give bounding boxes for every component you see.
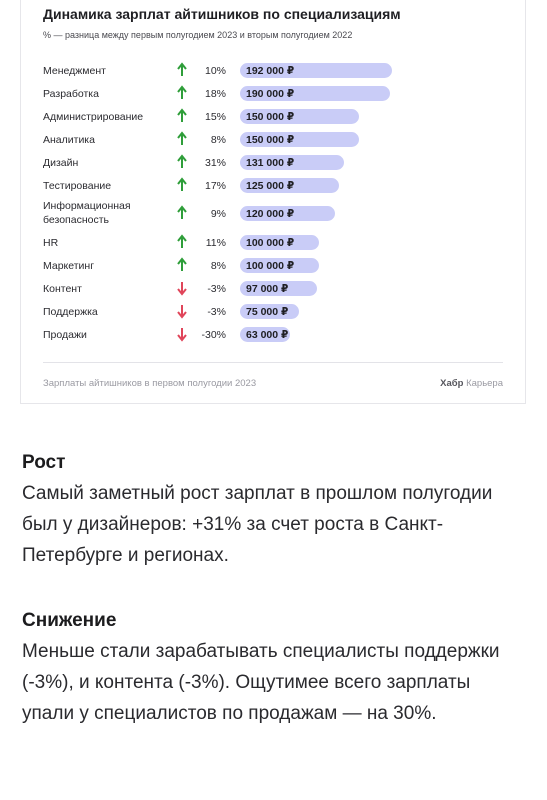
footer-divider [43,362,503,363]
chart-row: Аналитика 8% 150 000 ₽ [43,131,359,147]
chart-row: Менеджмент 10% 192 000 ₽ [43,62,392,78]
arrow-down-icon [177,305,187,319]
bar [240,235,319,250]
chart-row: Дизайн 31% 131 000 ₽ [43,154,344,170]
category-label: Администрирование [43,111,143,123]
value-label: 120 000 ₽ [246,208,294,220]
chart-card: Динамика зарплат айтишников по специализ… [20,0,526,404]
value-label: 150 000 ₽ [246,111,294,123]
category-label: Тестирование [43,180,111,192]
arrow-up-icon [177,108,187,122]
brand-logo: Хабр Карьера [440,378,503,389]
growth-section: Рост Самый заметный рост зарплат в прошл… [22,452,527,571]
change-label: -30% [201,329,226,341]
change-label: 9% [211,208,226,220]
category-label: Информационная безопасность [43,200,131,226]
change-label: -3% [207,283,226,295]
salary-bar-chart: Менеджмент 10% 192 000 ₽ Разработка 18% 190 0… [43,62,392,342]
change-label: 10% [205,65,226,77]
chart-row: Администрирование 15% 150 000 ₽ [43,108,359,124]
chart-row: Поддержка -3% 75 000 ₽ [43,304,299,319]
category-label: Контент [43,283,82,295]
chart-title: Динамика зарплат айтишников по специализ… [43,6,401,22]
arrow-up-icon [177,257,187,271]
arrow-up-icon [177,131,187,145]
arrow-up-icon [177,234,187,248]
value-label: 125 000 ₽ [246,180,294,192]
category-label: Поддержка [43,306,98,318]
category-label: Маркетинг [43,260,94,272]
bar [240,327,290,342]
chart-row: Информационная безопасность 9% 120 000 ₽ [43,200,335,226]
arrow-up-icon [177,62,187,76]
change-label: 8% [211,134,226,146]
growth-text: Самый заметный рост зарплат в прошлом по… [22,483,493,566]
chart-row: Продажи -30% 63 000 ₽ [43,327,290,342]
chart-source: Зарплаты айтишников в первом полугодии 2… [43,378,257,389]
growth-heading: Рост [22,452,66,473]
bar [240,206,335,221]
arrow-down-icon [177,328,187,342]
arrow-up-icon [177,154,187,168]
value-label: 190 000 ₽ [246,88,294,100]
bar [240,155,344,170]
bar [240,63,392,78]
decline-heading: Снижение [22,610,117,631]
change-label: 18% [205,88,226,100]
category-label: Аналитика [43,134,95,146]
value-label: 97 000 ₽ [246,283,288,295]
bar [240,304,299,319]
change-label: 11% [206,237,226,249]
value-label: 100 000 ₽ [246,237,294,249]
value-label: 75 000 ₽ [246,306,288,318]
chart-row: HR 11% 100 000 ₽ [43,234,319,250]
change-label: 15% [205,111,226,123]
category-label: Дизайн [43,157,78,169]
arrow-up-icon [177,85,187,99]
change-label: -3% [207,306,226,318]
arrow-up-icon [177,177,187,191]
change-label: 31% [205,157,226,169]
arrow-up-icon [177,205,187,219]
arrow-down-icon [177,282,187,296]
category-label: Менеджмент [43,65,106,77]
category-label: Разработка [43,88,99,100]
chart-row: Тестирование 17% 125 000 ₽ [43,177,339,193]
value-label: 131 000 ₽ [246,157,294,169]
chart-row: Контент -3% 97 000 ₽ [43,281,317,296]
chart-row: Маркетинг 8% 100 000 ₽ [43,257,319,273]
chart-subtitle: % — разница между первым полугодием 2023… [43,30,353,40]
bar [240,86,390,101]
bar [240,109,359,124]
brand-bold: Хабр [440,378,464,389]
bar [240,281,317,296]
change-label: 8% [211,260,226,272]
bar [240,178,339,193]
category-label: Продажи [43,329,87,341]
value-label: 150 000 ₽ [246,134,294,146]
value-label: 192 000 ₽ [246,65,294,77]
decline-text: Меньше стали зарабатывать специалисты по… [22,641,500,724]
decline-section: Снижение Меньше стали зарабатывать специ… [22,610,527,729]
change-label: 17% [205,180,226,192]
brand-rest: Карьера [466,378,503,389]
chart-row: Разработка 18% 190 000 ₽ [43,85,390,101]
category-label: HR [43,237,59,249]
bar [240,132,359,147]
value-label: 100 000 ₽ [246,260,294,272]
value-label: 63 000 ₽ [246,329,288,341]
bar [240,258,319,273]
